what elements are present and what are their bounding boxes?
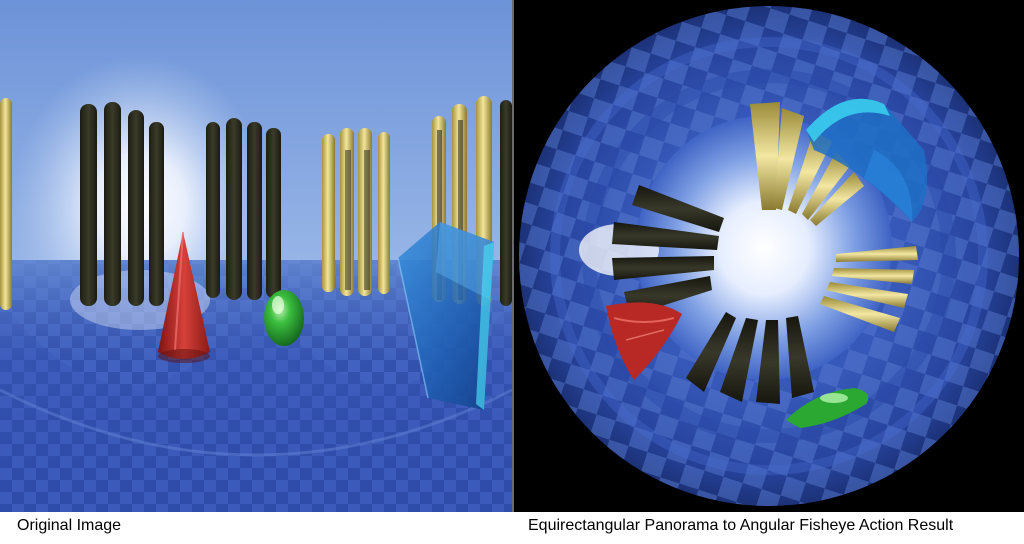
fisheye-result-caption: Equirectangular Panorama to Angular Fish… (528, 517, 954, 534)
panel-divider (512, 0, 514, 512)
original-image (0, 0, 512, 512)
fisheye-result-scene (514, 0, 1024, 512)
original-image-caption: Original Image (17, 517, 122, 534)
fisheye-result-image (514, 0, 1024, 512)
original-image-scene (0, 0, 512, 512)
